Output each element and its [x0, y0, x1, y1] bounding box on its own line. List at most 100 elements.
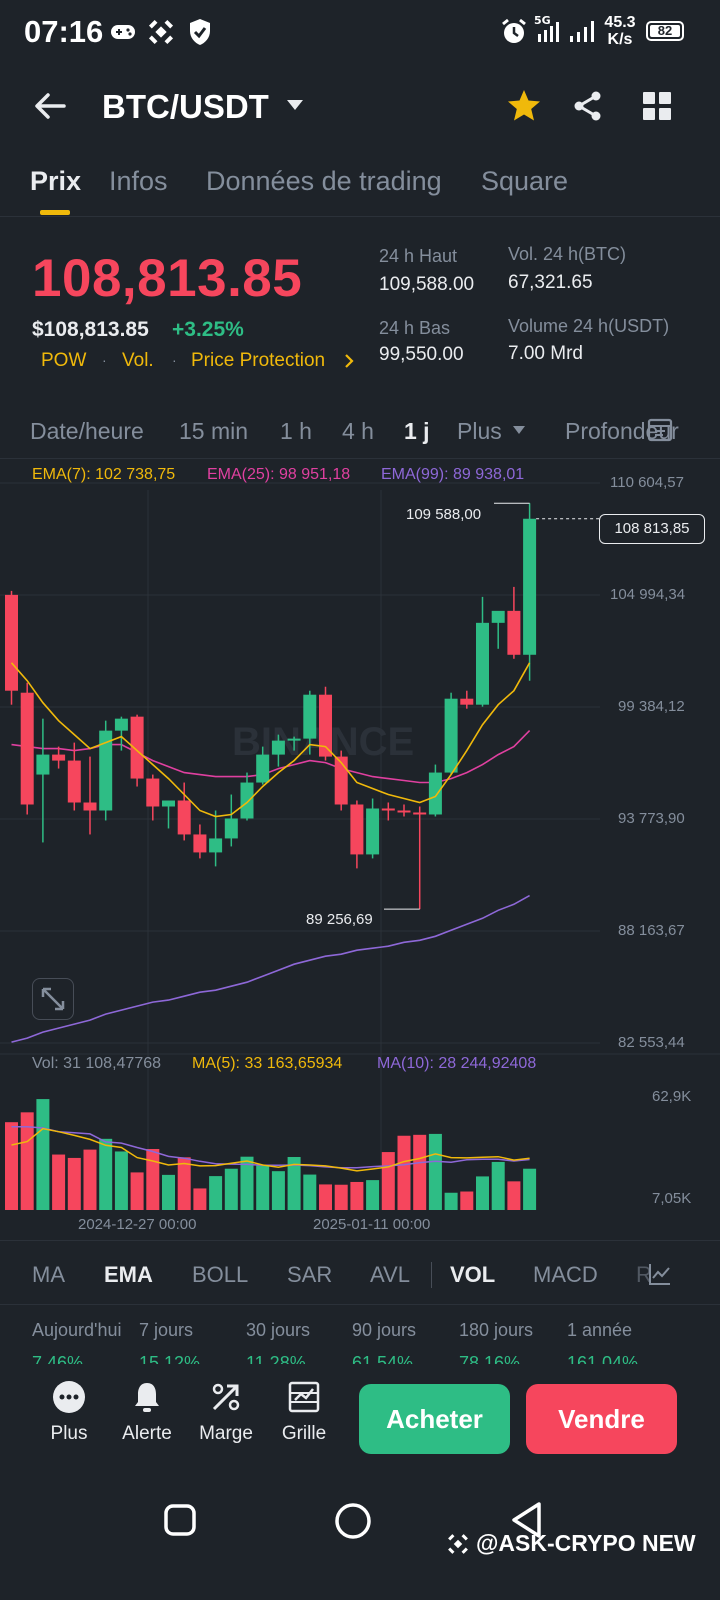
- indicator-vol[interactable]: VOL: [450, 1262, 496, 1287]
- candle-up: [491, 610, 505, 623]
- perf-value-90d: 61,54%: [352, 1354, 414, 1364]
- tab-price[interactable]: Prix: [30, 166, 82, 196]
- grid-button[interactable]: Grille: [264, 1380, 344, 1445]
- back-nav-icon[interactable]: [508, 1500, 544, 1540]
- home-icon[interactable]: [334, 1502, 372, 1540]
- indicator-boll[interactable]: BOLL: [192, 1262, 249, 1287]
- ema7-line: [10, 662, 531, 818]
- more-dots-icon: [53, 1381, 85, 1413]
- grid-menu-icon[interactable]: [642, 91, 672, 121]
- stat-vol-usdt-label: Volume 24 h(USDT): [508, 316, 670, 336]
- volume-bar: [444, 1192, 458, 1210]
- candle-down: [193, 834, 207, 853]
- sell-button[interactable]: Vendre: [526, 1384, 677, 1454]
- volume-bar: [256, 1165, 270, 1210]
- indicator-sar[interactable]: SAR: [287, 1262, 333, 1287]
- volume-bar: [303, 1174, 317, 1210]
- candle-down: [413, 812, 427, 815]
- network-speed-value: 45.3: [604, 14, 636, 31]
- perf-label-180d: 180 jours: [459, 1320, 534, 1340]
- percent-arrow-icon: [212, 1383, 240, 1411]
- share-icon[interactable]: [572, 90, 604, 122]
- tag-pow[interactable]: POW: [41, 350, 87, 371]
- indicator-ma[interactable]: MA: [32, 1262, 65, 1287]
- perf-label-today: Aujourd'hui: [32, 1320, 122, 1340]
- perf-label-1y: 1 année: [567, 1320, 633, 1340]
- interval-datetime[interactable]: Date/heure: [30, 418, 144, 444]
- tab-square[interactable]: Square: [481, 166, 569, 196]
- margin-button[interactable]: Marge: [186, 1380, 266, 1445]
- volume-bar: [83, 1149, 97, 1210]
- indicator-ema[interactable]: EMA: [104, 1262, 153, 1287]
- interval-more-dropdown-icon[interactable]: [513, 426, 525, 435]
- ema25-legend: EMA(25): 98 951,18: [207, 466, 351, 483]
- pair-title[interactable]: BTC/USDT: [102, 88, 269, 125]
- candle-down: [83, 802, 97, 811]
- svg-text:5G: 5G: [534, 14, 551, 27]
- perf-value-180d: 78,16%: [459, 1354, 521, 1364]
- candle-down: [397, 810, 411, 813]
- y-tick-label: 104 994,34: [610, 586, 686, 603]
- alert-button[interactable]: Alerte: [107, 1380, 187, 1445]
- alert-label: Alerte: [122, 1423, 172, 1444]
- last-price-badge-label: 108 813,85: [614, 520, 690, 537]
- x-tick-label: 2025-01-11 00:00: [313, 1216, 431, 1233]
- indicator-avl[interactable]: AVL: [370, 1262, 410, 1287]
- tag-price-protection[interactable]: Price Protection: [191, 350, 326, 371]
- interval-more[interactable]: Plus: [457, 418, 502, 444]
- expand-icon: [41, 987, 65, 1011]
- volume-bar: [271, 1171, 285, 1210]
- favorite-star-icon[interactable]: [506, 88, 542, 124]
- interval-1h[interactable]: 1 h: [280, 418, 312, 444]
- status-time: 07:16: [24, 14, 104, 49]
- fullscreen-button[interactable]: [32, 978, 74, 1020]
- interval-1d[interactable]: 1 j: [404, 418, 430, 444]
- back-arrow-icon[interactable]: [30, 86, 70, 126]
- volume-bar: [52, 1154, 66, 1210]
- stat-low-label: 24 h Bas: [379, 318, 451, 338]
- candles: [5, 503, 537, 910]
- y-tick-label: 82 553,44: [618, 1034, 685, 1051]
- candle-down: [350, 804, 364, 855]
- indicator-macd[interactable]: MACD: [533, 1262, 598, 1287]
- candle-down: [177, 800, 191, 835]
- stat-low-value: 99,550.00: [379, 344, 464, 365]
- indicator-settings-icon[interactable]: [648, 1262, 672, 1286]
- candle-down: [52, 754, 66, 761]
- volume-bar: [507, 1181, 521, 1210]
- tag-vol[interactable]: Vol.: [122, 350, 154, 371]
- more-button[interactable]: Plus: [29, 1380, 109, 1445]
- chevron-right-icon[interactable]: [344, 354, 354, 368]
- last-price-badge: 108 813,85: [599, 514, 705, 544]
- tab-info[interactable]: Infos: [109, 166, 168, 196]
- volume-bar: [114, 1151, 128, 1210]
- high-marker-label: 109 588,00: [406, 506, 482, 523]
- chart-settings-icon[interactable]: [646, 416, 674, 444]
- volume-bar: [177, 1157, 191, 1210]
- recent-apps-icon[interactable]: [162, 1502, 198, 1538]
- ema99-polyline: [11, 894, 530, 1043]
- candlestick-chart[interactable]: BINANCE: [0, 455, 720, 1245]
- volume-ma5-legend: MA(5): 33 163,65934: [192, 1055, 343, 1072]
- margin-label: Marge: [199, 1423, 253, 1444]
- candle-up: [209, 838, 223, 853]
- status-bar: 07:16 5G 45.3 K/s 82: [0, 0, 720, 64]
- pair-dropdown-icon[interactable]: [286, 98, 304, 112]
- buy-button[interactable]: Acheter: [359, 1384, 510, 1454]
- price-usd: $108,813.85: [32, 318, 149, 341]
- grid-label: Grille: [281, 1423, 327, 1444]
- tab-trading-data[interactable]: Données de trading: [206, 166, 442, 196]
- interval-15m[interactable]: 15 min: [179, 418, 249, 444]
- candle-down: [507, 610, 521, 655]
- volume-y-tick-label: 7,05K: [652, 1190, 692, 1207]
- indicator-divider: [0, 1304, 720, 1305]
- candle-down: [319, 694, 332, 757]
- perf-value-today: 7,46%: [32, 1354, 84, 1364]
- candle-down: [460, 698, 474, 705]
- volume-legend: Vol: 31 108,47768: [32, 1055, 162, 1072]
- stat-vol-btc-value: 67,321.65: [508, 272, 593, 293]
- stat-high-label: 24 h Haut: [379, 246, 458, 266]
- volume-bar: [334, 1184, 348, 1210]
- indicator-partial[interactable]: R: [636, 1262, 652, 1287]
- interval-4h[interactable]: 4 h: [342, 418, 374, 444]
